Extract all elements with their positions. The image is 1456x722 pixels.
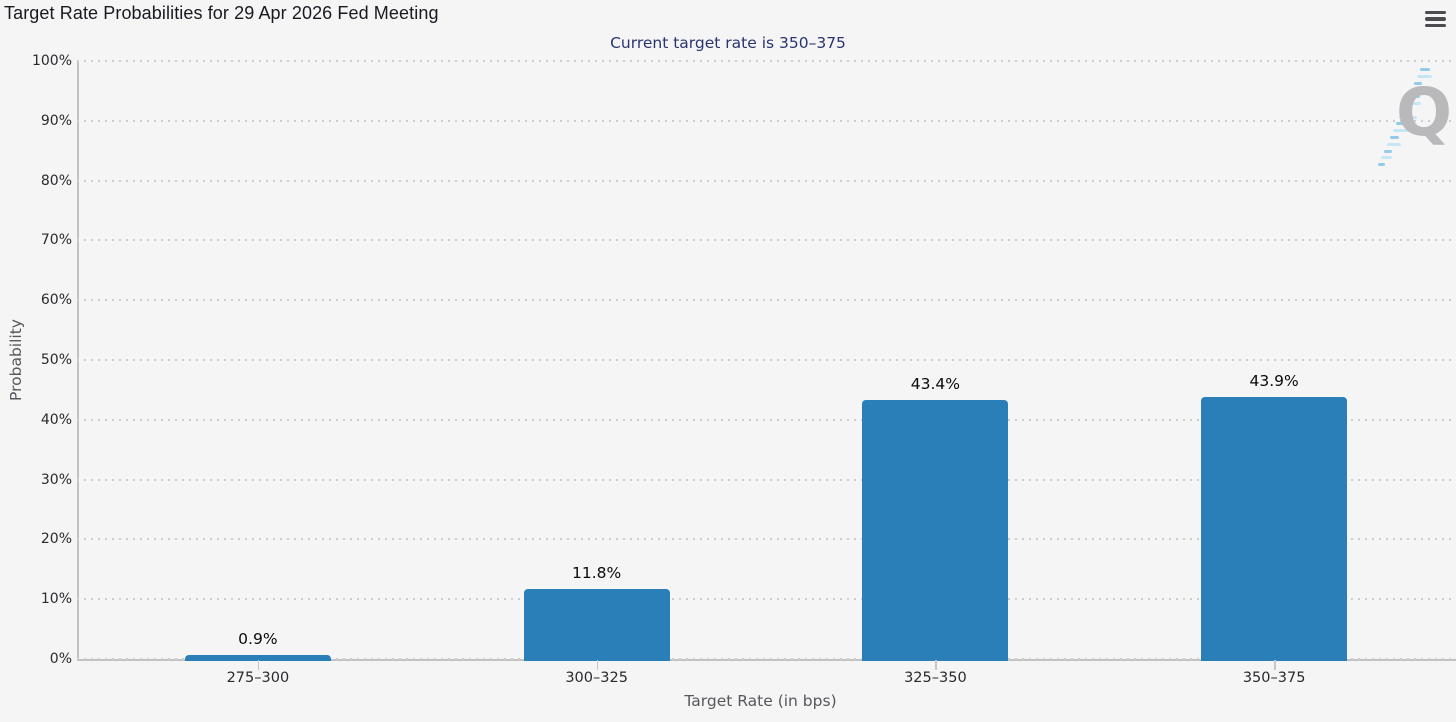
y-tick-label: 80% [40,172,72,189]
bar-value-label: 0.9% [238,629,278,648]
probability-bar[interactable] [184,654,331,661]
y-tick-label: 20% [40,531,72,548]
watermark-swoosh-dash [1417,74,1432,78]
probability-bar[interactable] [523,589,670,661]
x-tick-mark [935,660,937,670]
y-tick-label: 40% [40,411,72,428]
y-tick-label: 70% [40,232,72,249]
watermark-swoosh-dash [1396,122,1409,126]
y-tick-label: 30% [40,471,72,488]
hamburger-icon [1424,23,1446,28]
watermark-swoosh-dash [1420,68,1430,71]
bar-value-label: 43.4% [910,375,960,394]
watermark-swoosh-dash [1405,102,1421,105]
x-category-label: 325–350 [904,670,967,686]
y-gridline [77,418,1456,421]
quikstrike-q-logo-icon: Q [1396,74,1453,151]
quikstrike-watermark: Q [1370,58,1456,188]
x-axis-title: Target Rate (in bps) [684,692,837,710]
watermark-swoosh-dash [1387,142,1401,146]
watermark-swoosh-dash [1399,115,1417,119]
y-gridline [77,598,1456,601]
watermark-swoosh-dash [1381,156,1392,160]
y-gridline [77,538,1456,541]
watermark-swoosh-dash [1393,129,1409,133]
y-tick-label: 100% [31,53,72,69]
y-tick-label: 10% [40,591,72,608]
y-gridline [77,239,1456,242]
watermark-swoosh-dash [1414,81,1422,85]
y-gridline [77,179,1456,182]
y-tick-label: 60% [40,292,72,309]
watermark-swoosh-dash [1378,163,1385,167]
x-category-label: 350–375 [1242,670,1306,686]
probability-bar[interactable] [1201,397,1348,661]
y-gridline [77,658,1456,660]
chart-title: Target Rate Probabilities for 29 Apr 202… [4,3,439,23]
y-gridline [77,478,1456,481]
watermark-swoosh-dash [1411,88,1428,92]
hamburger-icon [1424,10,1446,15]
menu-button[interactable] [1419,4,1451,34]
watermark-swoosh-dash [1408,95,1420,99]
watermark-swoosh-dash [1402,108,1412,112]
watermark-swoosh-dash [1390,136,1399,139]
chart-subtitle: Current target rate is 350–375 [610,34,846,52]
bar-value-label: 11.8% [572,564,622,583]
x-tick-mark [257,660,260,670]
y-gridline [77,299,1456,302]
bar-value-label: 43.9% [1249,372,1299,391]
x-category-label: 275–300 [226,670,290,686]
probability-bar[interactable] [862,400,1009,661]
hamburger-icon [1424,17,1446,21]
watermark-swoosh-dash [1384,149,1392,153]
y-tick-label: 50% [40,352,72,368]
x-tick-mark [1274,660,1276,670]
x-tick-mark [596,660,599,670]
y-axis-line [77,62,79,660]
y-gridline [77,119,1456,122]
y-gridline [77,60,1456,62]
x-category-label: 300–325 [565,670,628,686]
y-tick-label: 90% [40,112,72,129]
y-gridline [77,359,1456,361]
y-tick-label: 0% [49,651,72,667]
